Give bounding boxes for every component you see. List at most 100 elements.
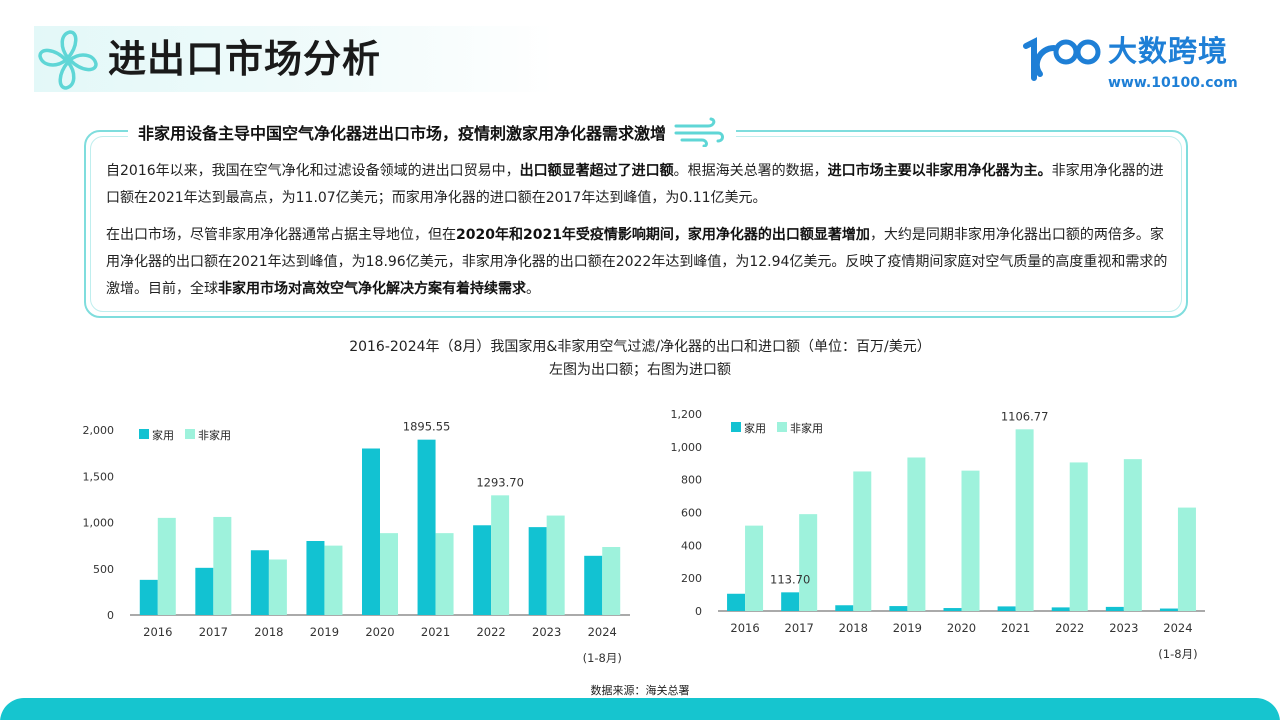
bar-nonhome-2019 xyxy=(324,545,343,615)
bar-home-2019 xyxy=(889,606,908,611)
legend-label: 非家用 xyxy=(198,428,231,442)
chart-title: 2016-2024年（8月）我国家用&非家用空气过滤/净化器的出口和进口额（单位… xyxy=(349,339,931,355)
legend-swatch xyxy=(139,429,149,439)
paragraph-1: 自2016年以来，我国在空气净化和过滤设备领域的进出口贸易中，出口额显著超过了进… xyxy=(106,158,1176,212)
bar-nonhome-2017 xyxy=(799,514,818,611)
y-tick-label: 500 xyxy=(93,563,114,576)
y-tick-label: 0 xyxy=(107,609,114,622)
bar-home-2017 xyxy=(781,592,800,611)
y-tick-label: 1,200 xyxy=(671,408,703,421)
title-band xyxy=(34,26,554,92)
x-tick-label: 2023 xyxy=(532,625,561,639)
chart-subtitle: 左图为出口额；右图为进口额 xyxy=(549,362,731,378)
bar-home-2022 xyxy=(1051,607,1070,611)
emphasis-text: 进口市场主要以非家用净化器为主。 xyxy=(827,163,1052,179)
bar-home-2018 xyxy=(250,550,269,615)
bar-nonhome-2020 xyxy=(380,533,398,615)
y-tick-label: 600 xyxy=(681,507,702,520)
bar-home-2021 xyxy=(997,606,1016,611)
bar-nonhome-2024 xyxy=(602,547,621,615)
bar-home-2022 xyxy=(473,525,492,615)
info-heading-wrap: 非家用设备主导中国空气净化器进出口市场，疫情刺激家用净化器需求激增 xyxy=(128,117,737,147)
bar-home-2016 xyxy=(727,593,746,611)
x-tick-label: 2024 xyxy=(588,625,617,639)
bar-home-2021 xyxy=(417,439,436,615)
bar-home-2023 xyxy=(528,527,547,615)
logo-name: 大数跨境 xyxy=(1108,34,1229,68)
x-tick-label: 2021 xyxy=(421,625,450,639)
bar-home-2020 xyxy=(943,608,962,611)
data-label: 1293.70 xyxy=(476,475,524,489)
emphasis-text: 非家用市场对高效空气净化解决方案有着持续需求 xyxy=(218,281,526,297)
bar-home-2023 xyxy=(1105,606,1124,611)
y-tick-label: 200 xyxy=(681,572,702,585)
bar-home-2020 xyxy=(362,448,380,615)
bar-home-2018 xyxy=(835,605,854,611)
y-tick-label: 1,500 xyxy=(83,470,115,483)
y-tick-label: 1,000 xyxy=(671,441,703,454)
x-tick-label: 2023 xyxy=(1109,621,1138,635)
info-heading: 非家用设备主导中国空气净化器进出口市场，疫情刺激家用净化器需求激增 xyxy=(138,124,667,143)
wind-icon xyxy=(674,117,724,147)
footer-bar xyxy=(0,698,1280,720)
import-bar-chart: 0 200 400 600 800 1,000 1,200 2016 2017 2018 2019 2… xyxy=(671,408,1205,661)
x-tick-label: 2016 xyxy=(143,625,172,639)
x-tick-label: 2024 xyxy=(1163,621,1192,635)
x-tick-label: 2022 xyxy=(476,625,505,639)
brand-logo[interactable]: 大数跨境 www.10100.com xyxy=(1022,34,1252,94)
x-tick-label: 2018 xyxy=(254,625,283,639)
logo-mark-icon xyxy=(1023,37,1101,81)
paragraph-text: 非家用净化器的进口额在2021年达到最高点，为11.07亿美元；而家用净化器的进… xyxy=(106,163,1164,206)
x-tick-label: 2017 xyxy=(199,625,228,639)
export-bar-chart: 0 500 1,000 1,500 2,000 2016 2017 2018 2019 2020 2… xyxy=(83,420,630,665)
legend-label: 家用 xyxy=(152,428,174,442)
data-label: 1106.77 xyxy=(1001,409,1049,423)
x-tick-label: 2019 xyxy=(893,621,922,635)
emphasis-text: 出口额显著超过了进口额 xyxy=(519,163,674,179)
bar-nonhome-2016 xyxy=(157,517,176,615)
paragraph-text: ，大约是同期非家用净化器出口额的两倍多。家用净化器的出口额在2021年达到峰值，… xyxy=(106,227,1168,297)
x-tick-sublabel: (1-8月) xyxy=(583,651,622,665)
bar-home-2019 xyxy=(306,541,325,615)
bar-nonhome-2023 xyxy=(546,515,565,615)
bar-home-2024 xyxy=(584,555,603,615)
bar-nonhome-2016 xyxy=(745,525,764,611)
legend-swatch xyxy=(777,422,787,432)
bar-nonhome-2022 xyxy=(491,495,510,615)
bar-nonhome-2019 xyxy=(907,457,926,611)
data-source: 数据来源：海关总署 xyxy=(590,684,690,697)
data-label: 1895.55 xyxy=(403,420,451,434)
paragraph-2: 在出口市场，尽管非家用净化器通常占据主导地位，但在2020年和2021年受疫情影… xyxy=(106,222,1176,303)
paragraph-text: 自2016年以来，我国在空气净化和过滤设备领域的进出口贸易中， xyxy=(106,163,520,179)
x-tick-label: 2021 xyxy=(1001,621,1030,635)
bar-nonhome-2023 xyxy=(1123,459,1142,611)
y-tick-label: 0 xyxy=(695,605,702,618)
bar-nonhome-2021 xyxy=(435,533,454,615)
data-label: 113.70 xyxy=(770,572,810,586)
fan-icon xyxy=(38,30,98,90)
x-tick-label: 2022 xyxy=(1055,621,1084,635)
x-tick-label: 2019 xyxy=(310,625,339,639)
y-tick-label: 1,000 xyxy=(83,517,115,530)
y-tick-label: 400 xyxy=(681,539,702,552)
bar-nonhome-2018 xyxy=(853,471,872,611)
logo-url: www.10100.com xyxy=(1108,75,1238,91)
emphasis-text: 2020年和2021年受疫情影响期间，家用净化器的出口额显著增加 xyxy=(456,227,870,243)
paragraph-text: 。根据海关总署的数据， xyxy=(673,163,828,179)
legend-label: 非家用 xyxy=(790,421,823,435)
paragraph-text: 。 xyxy=(526,281,540,297)
bar-home-2017 xyxy=(195,567,214,615)
x-tick-sublabel: (1-8月) xyxy=(1158,647,1197,661)
x-tick-label: 2020 xyxy=(365,625,394,639)
bar-nonhome-2024 xyxy=(1177,507,1196,611)
page-title: 进出口市场分析 xyxy=(108,37,382,81)
x-tick-label: 2018 xyxy=(839,621,868,635)
bar-nonhome-2018 xyxy=(268,559,287,615)
bar-home-2016 xyxy=(139,579,158,615)
bar-home-2024 xyxy=(1159,608,1178,611)
y-tick-label: 800 xyxy=(681,474,702,487)
legend-swatch xyxy=(185,429,195,439)
bar-nonhome-2020 xyxy=(961,470,980,611)
paragraph-text: 在出口市场，尽管非家用净化器通常占据主导地位，但在 xyxy=(106,227,456,243)
bar-nonhome-2021 xyxy=(1015,429,1034,611)
